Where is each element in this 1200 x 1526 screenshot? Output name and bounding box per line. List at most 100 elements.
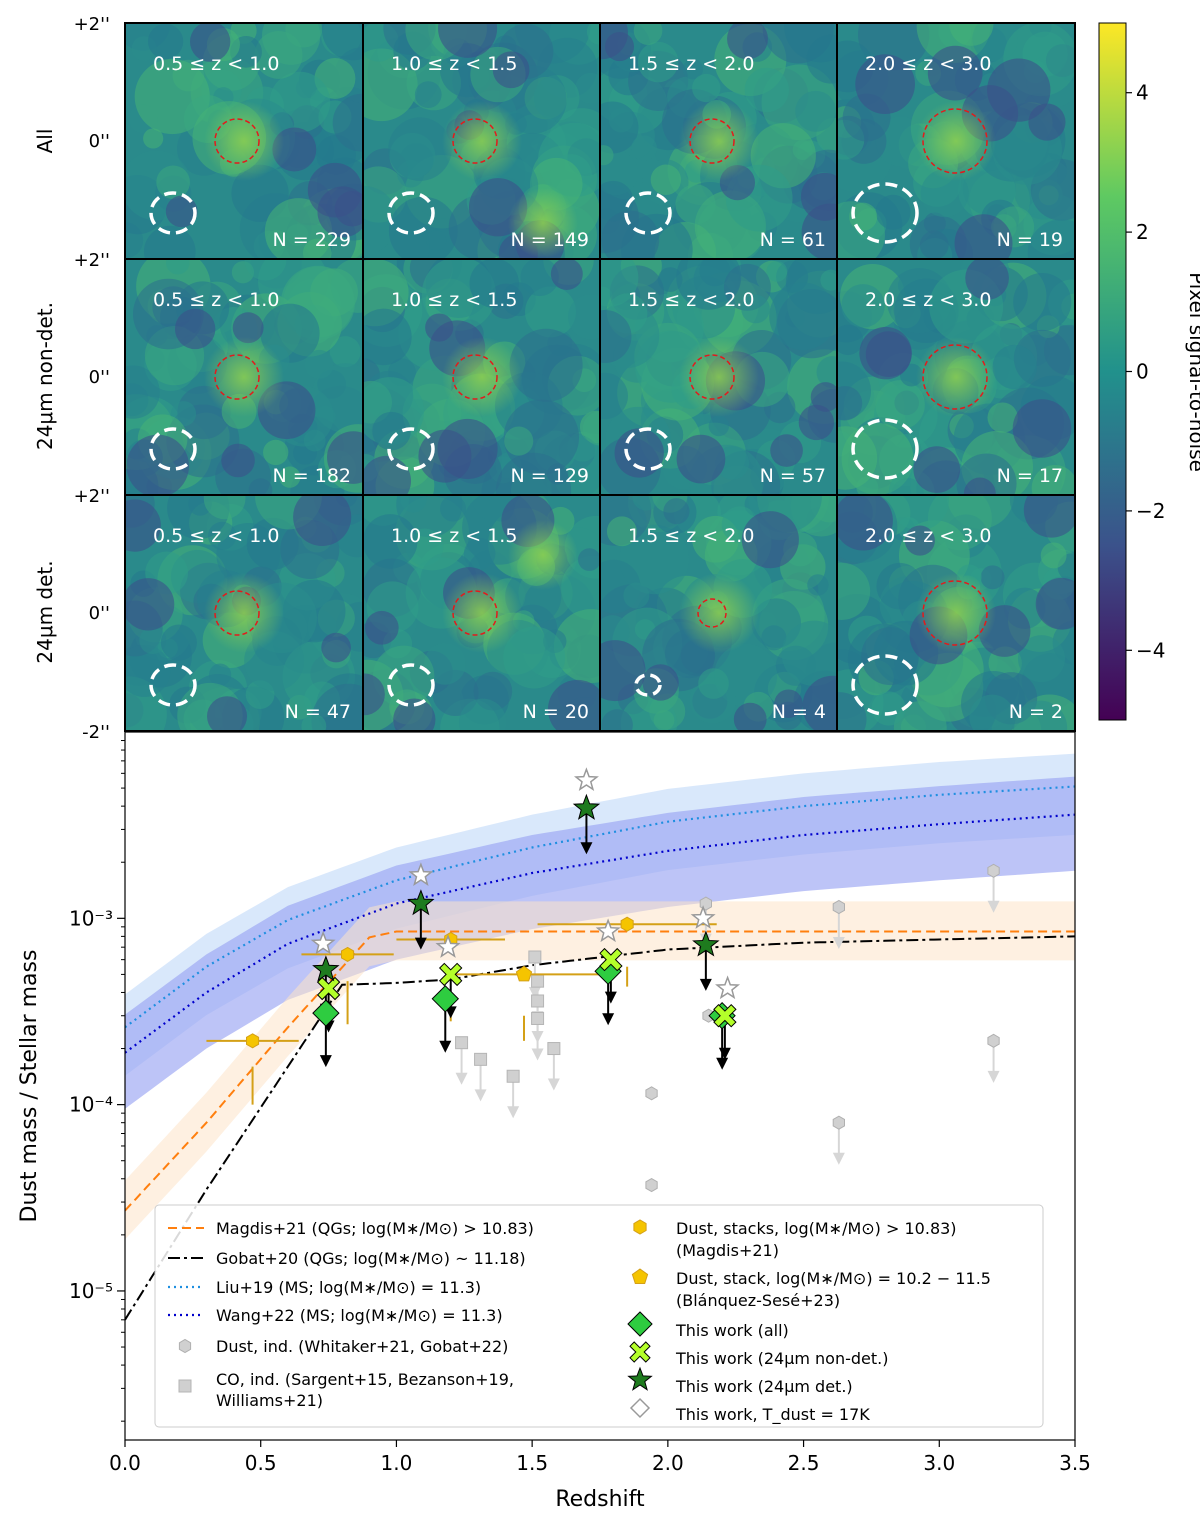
low-snr-blob (174, 308, 216, 350)
beam-ellipse (851, 654, 919, 716)
dust-ind-point (645, 1086, 658, 1101)
colorbar-tick-label: −4 (1136, 638, 1165, 662)
upper-limit-arrowhead (414, 937, 427, 950)
noise-blob (657, 267, 683, 292)
low-snr-blob (1035, 577, 1075, 630)
uncertainty-band (125, 901, 1075, 1240)
upper-limit-arrowhead (507, 1106, 520, 1119)
tdust17-point (573, 767, 599, 792)
noise-blob (837, 324, 864, 356)
noise-blob (841, 284, 885, 328)
noise-blob (698, 668, 729, 699)
source-emission (204, 337, 284, 417)
low-snr-blob (393, 698, 436, 731)
noise-blob (675, 184, 716, 225)
legend-nondet-marker (629, 1341, 651, 1363)
noise-blob (653, 709, 675, 731)
noise-blob (816, 356, 838, 389)
grid-ytick: 0'' (89, 603, 110, 624)
legend-label: (Magdis+21) (676, 1241, 779, 1260)
source-emission (679, 101, 759, 181)
source-count: N = 229 (273, 229, 351, 251)
plot-frame (124, 731, 1076, 1441)
x-tick-label: 0.5 (245, 1451, 277, 1475)
this-work-det-point (572, 793, 601, 820)
this-work-nondet-point (599, 947, 623, 972)
redshift-bin-label: 1.5 ≤ z < 2.0 (628, 289, 754, 311)
x-tick-label: 3.0 (923, 1451, 955, 1475)
source-count: N = 129 (511, 465, 589, 487)
upper-limit-arrowhead (604, 991, 617, 1004)
noise-blob (601, 709, 633, 731)
noise-blob (920, 169, 969, 218)
noise-blob (254, 31, 303, 79)
noise-blob (332, 93, 363, 152)
colorbar-gradient (1098, 22, 1127, 721)
noise-blob (871, 691, 906, 726)
co-point (547, 1042, 561, 1056)
x-tick-label: 0.0 (109, 1451, 141, 1475)
tdust17-point (310, 930, 336, 955)
noise-blob (741, 294, 770, 324)
panel-noise (837, 23, 1075, 259)
model-curve (125, 930, 1075, 1212)
noise-blob (263, 439, 289, 466)
legend-det-marker (627, 1366, 653, 1391)
noise-blob (264, 198, 333, 259)
upper-limit-arrowhead (531, 1048, 544, 1061)
source-aperture (214, 118, 260, 164)
noise-blob (1017, 635, 1065, 683)
source-aperture (452, 354, 498, 400)
co-point (531, 974, 545, 988)
panel-noise (600, 23, 838, 259)
noise-blob (520, 259, 559, 297)
noise-blob (459, 698, 507, 731)
low-snr-blob (1028, 103, 1066, 141)
stack-panel: 1.0 ≤ z < 1.5 N = 20 (362, 494, 602, 732)
stack-panel: 1.5 ≤ z < 2.0 N = 61 (599, 22, 839, 260)
beam-ellipse (624, 427, 672, 471)
source-count: N = 61 (760, 229, 826, 251)
this-work-all-point (431, 985, 460, 1013)
stack-panel: 0.5 ≤ z < 1.0 N = 182 (124, 258, 364, 496)
stack-panel: 2.0 ≤ z < 3.0 N = 19 (836, 22, 1076, 260)
noise-blob (708, 415, 730, 437)
row-label-nondet: 24μm non-det. (33, 302, 57, 450)
stack-panel: 2.0 ≤ z < 3.0 N = 17 (836, 258, 1076, 496)
noise-blob (600, 101, 639, 154)
grid-ytick: 0'' (89, 131, 110, 152)
noise-blob (363, 514, 418, 569)
noise-blob (692, 73, 721, 103)
low-snr-blob (904, 525, 935, 556)
panel-noise (363, 495, 601, 731)
noise-blob (553, 609, 601, 684)
legend-box (154, 1204, 1044, 1428)
dust-ind-point (832, 899, 845, 915)
this-work-nondet-point (438, 962, 463, 987)
noise-blob (744, 67, 790, 113)
co-point (455, 1036, 469, 1050)
noise-blob (372, 411, 411, 451)
noise-blob (1013, 700, 1068, 731)
source-emission (679, 573, 759, 653)
noise-blob (125, 644, 171, 697)
upper-limit-arrowhead (455, 1072, 468, 1085)
grid-ytick: -2'' (82, 722, 110, 743)
redshift-bin-label: 2.0 ≤ z < 3.0 (865, 289, 991, 311)
dust-ind-point (645, 1178, 658, 1193)
stack-point (341, 946, 355, 962)
noise-blob (650, 164, 682, 195)
noise-blob (766, 260, 788, 282)
low-snr-blob (125, 499, 161, 552)
tdust17-point (715, 975, 741, 1000)
noise-blob (807, 574, 829, 596)
source-count: N = 149 (511, 229, 589, 251)
source-emission (508, 520, 578, 590)
grid-ytick: +2'' (74, 14, 110, 35)
redshift-bin-label: 2.0 ≤ z < 3.0 (865, 53, 991, 75)
noise-blob (503, 626, 566, 689)
stack-panel: 1.0 ≤ z < 1.5 N = 129 (362, 258, 602, 496)
panel-noise (125, 23, 363, 259)
redshift-bin-label: 1.0 ≤ z < 1.5 (391, 53, 517, 75)
stack-panel: 1.5 ≤ z < 2.0 N = 4 (599, 494, 839, 732)
